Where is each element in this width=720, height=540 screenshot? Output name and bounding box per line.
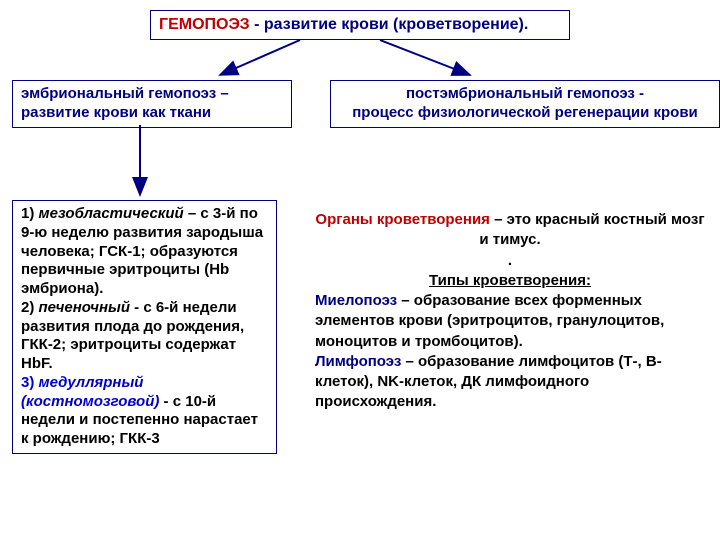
lympho-label: Лимфопоэз xyxy=(315,353,401,370)
postembryonic-line1: постэмбриональный гемопоэз - xyxy=(339,85,711,104)
title-definition: - развитие крови (кроветворение). xyxy=(250,16,529,33)
embryonic-branch-box: эмбриональный гемопоэз – развитие крови … xyxy=(12,80,292,128)
organs-rest: – это красный костный мозг и тимус. xyxy=(479,211,704,248)
stages-box: 1) мезобластический – с 3-й по 9-ю недел… xyxy=(12,200,277,454)
embryonic-line2: развитие крови как ткани xyxy=(21,104,283,123)
right-info-block: Органы кроветворения – это красный костн… xyxy=(315,210,705,413)
myelo-label: Миелопоэз xyxy=(315,292,397,309)
title-box: ГЕМОПОЭЗ - развитие крови (кроветворение… xyxy=(150,10,570,40)
title-term: ГЕМОПОЭЗ xyxy=(159,16,250,33)
stage3-num: 3) xyxy=(21,374,39,391)
types-header: Типы кроветворения: xyxy=(429,272,591,289)
stage3-name: медуллярный (костномозговой) xyxy=(21,374,159,410)
postembryonic-line2: процесс физиологической регенерации кров… xyxy=(339,104,711,123)
stage1-name: мезобластический xyxy=(39,205,184,222)
dot-line: . xyxy=(315,251,705,271)
organs-label: Органы кроветворения xyxy=(315,211,490,228)
arrow-to-left xyxy=(220,40,300,75)
embryonic-line1: эмбриональный гемопоэз – xyxy=(21,85,283,104)
stage1-num: 1) xyxy=(21,205,39,222)
stage2-name: печеночный xyxy=(39,299,130,316)
postembryonic-branch-box: постэмбриональный гемопоэз - процесс физ… xyxy=(330,80,720,128)
arrow-to-right xyxy=(380,40,470,75)
stage2-num: 2) xyxy=(21,299,39,316)
